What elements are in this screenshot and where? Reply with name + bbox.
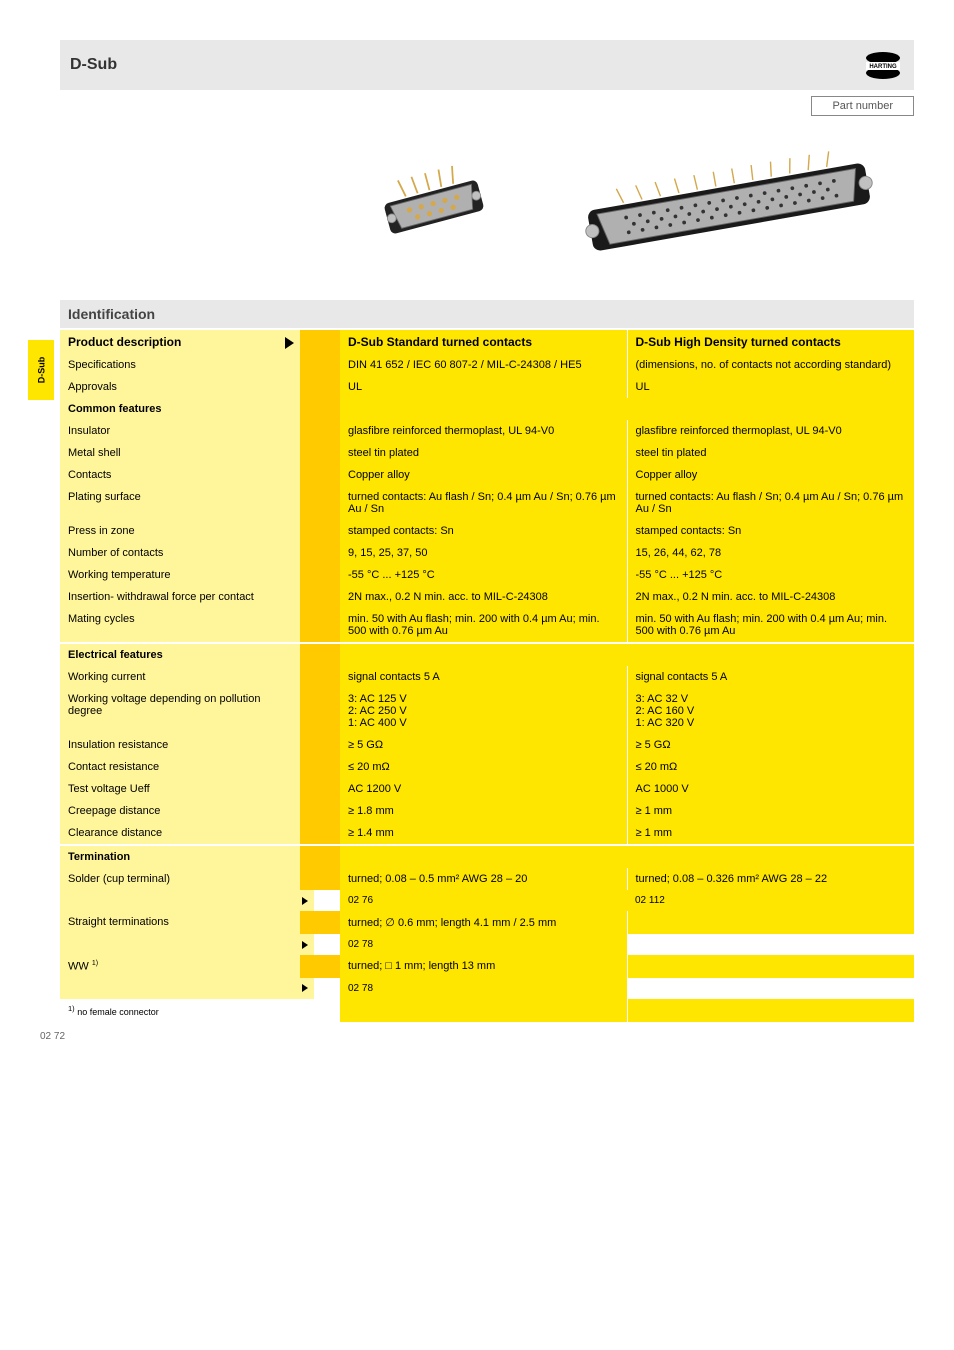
product-title-left: D-Sub Standard turned contacts [340, 330, 627, 354]
approvals-right: UL [628, 376, 915, 398]
product-desc-header: Product description [60, 330, 300, 354]
side-tab: D-Sub [28, 340, 54, 400]
ww-label: WW 1) [60, 955, 300, 978]
contactres-label: Contact resistance [60, 756, 300, 778]
spec-label: Specifications [60, 354, 300, 376]
insres-label: Insulation resistance [60, 734, 300, 756]
product-title-right: D-Sub High Density turned contacts [628, 330, 915, 354]
part-number-box: Part number [811, 96, 914, 116]
product-image-small [334, 127, 534, 287]
straight-label: Straight terminations [60, 911, 300, 934]
harting-logo: HARTING [862, 50, 904, 80]
product-image-large [544, 127, 914, 287]
clear-label: Clearance distance [60, 822, 300, 844]
approvals-left: UL [340, 376, 627, 398]
common-header: Common features [60, 398, 300, 420]
page-ref-right: 02 112 [627, 890, 914, 911]
side-tab-label: D-Sub [36, 357, 46, 384]
mshell-label: Metal shell [60, 442, 300, 464]
press-label: Press in zone [60, 520, 300, 542]
cycles-label: Mating cycles [60, 608, 300, 642]
product-images [60, 122, 914, 292]
current-label: Working current [60, 666, 300, 688]
spec-left: DIN 41 652 / IEC 60 807-2 / MIL-C-24308 … [340, 354, 627, 376]
solder-label: Solder (cup terminal) [60, 868, 300, 890]
footnote: 1) no female connector [60, 999, 300, 1022]
triangle-icon [302, 897, 308, 905]
pageref-label [60, 890, 314, 911]
surface-label: Plating surface [60, 486, 300, 520]
approvals-label: Approvals [60, 376, 300, 398]
triangle-icon [302, 941, 308, 949]
voltage-label: Working voltage depending on pollution d… [60, 688, 300, 734]
topbar: D-Sub HARTING [60, 40, 914, 90]
ww-pageref [60, 978, 314, 999]
testv-label: Test voltage Ueff [60, 778, 300, 800]
term-header: Termination [60, 846, 300, 868]
spec-right: (dimensions, no. of contacts not accordi… [628, 354, 915, 376]
creep-label: Creepage distance [60, 800, 300, 822]
identification-bar: Identification [60, 300, 914, 328]
page-ref-left: 02 76 [340, 890, 627, 911]
spacer [300, 330, 340, 354]
straight-pageref [60, 934, 314, 955]
electrical-header: Electrical features [60, 644, 300, 666]
svg-text:HARTING: HARTING [869, 64, 897, 70]
contacts-label: Contacts [60, 464, 300, 486]
nocontacts-label: Number of contacts [60, 542, 300, 564]
page-title: D-Sub [70, 56, 117, 74]
triangle-icon [302, 984, 308, 992]
triangle-icon [285, 337, 294, 349]
temp-label: Working temperature [60, 564, 300, 586]
page-number: 02 72 [40, 1031, 65, 1042]
force-label: Insertion- withdrawal force per contact [60, 586, 300, 608]
insulator-label: Insulator [60, 420, 300, 442]
